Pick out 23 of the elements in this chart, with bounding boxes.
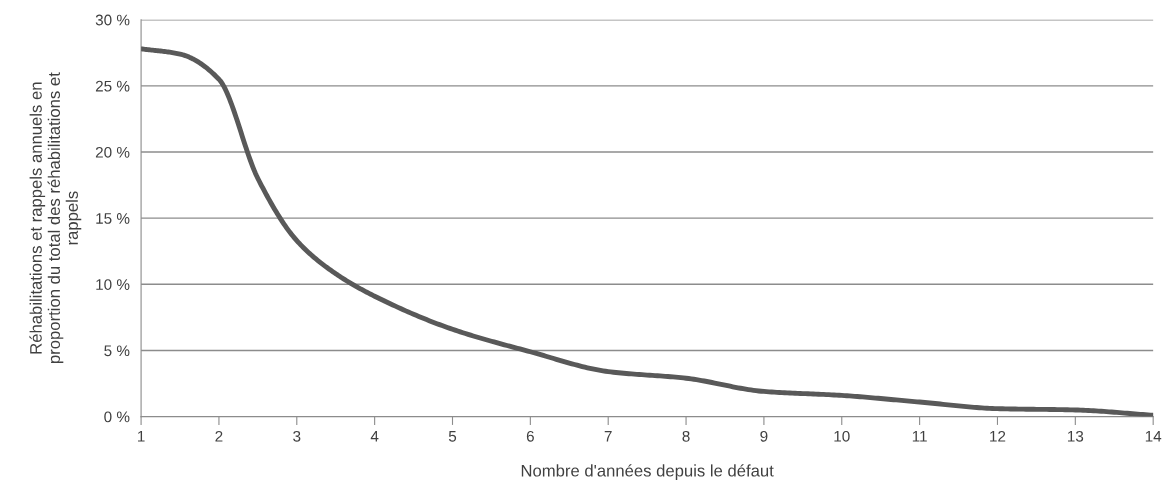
y-tick-label: 15 % <box>96 213 130 224</box>
x-tick-label: 8 <box>682 430 690 442</box>
x-tick-label: 1 <box>138 431 145 442</box>
x-tick-label: 3 <box>293 430 301 442</box>
x-axis-title: Nombre d'années depuis le défaut <box>521 464 774 480</box>
x-tick-label: 11 <box>912 431 927 442</box>
y-axis-title: Réhabilitations et rappels annuels en proportion du total des réhabilitations et rappels <box>29 72 82 363</box>
x-tick-label: 5 <box>448 431 457 442</box>
x-tick-label: 12 <box>990 430 1006 442</box>
x-tick-label: 2 <box>215 430 223 442</box>
x-tick-label: 4 <box>370 431 379 442</box>
x-tick-label: 6 <box>526 430 534 442</box>
y-tick-label: 0 % <box>104 411 130 423</box>
y-tick-label: 20 % <box>95 146 130 158</box>
y-tick-label: 10 % <box>96 279 130 290</box>
y-tick-label: 30 % <box>95 14 130 26</box>
x-tick-label: 13 <box>1067 430 1084 442</box>
x-tick-label: 9 <box>760 430 768 442</box>
x-tick-label: 14 <box>1145 431 1162 442</box>
x-tick-label: 7 <box>604 431 612 442</box>
x-tick-label: 10 <box>834 430 850 442</box>
y-tick-label: 5 % <box>104 345 130 357</box>
y-tick-label: 25 % <box>95 80 130 92</box>
